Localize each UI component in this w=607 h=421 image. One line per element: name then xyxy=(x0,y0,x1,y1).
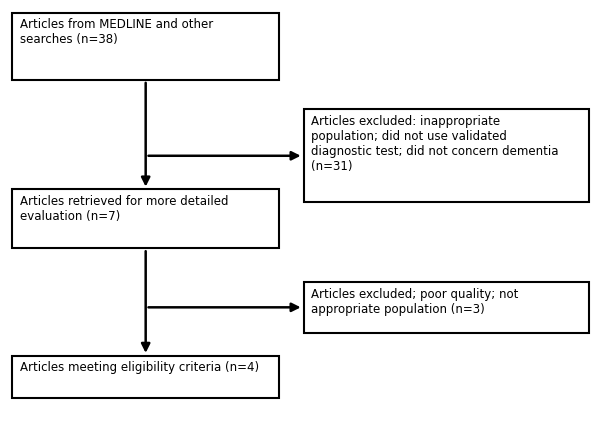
FancyBboxPatch shape xyxy=(304,109,589,202)
Text: Articles retrieved for more detailed
evaluation (n=7): Articles retrieved for more detailed eva… xyxy=(20,195,228,223)
Text: Articles excluded; poor quality; not
appropriate population (n=3): Articles excluded; poor quality; not app… xyxy=(311,288,519,316)
Text: Articles meeting eligibility criteria (n=4): Articles meeting eligibility criteria (n… xyxy=(20,361,259,374)
FancyBboxPatch shape xyxy=(12,356,279,398)
FancyBboxPatch shape xyxy=(304,282,589,333)
FancyBboxPatch shape xyxy=(12,189,279,248)
FancyBboxPatch shape xyxy=(12,13,279,80)
Text: Articles from MEDLINE and other
searches (n=38): Articles from MEDLINE and other searches… xyxy=(20,18,213,46)
Text: Articles excluded: inappropriate
population; did not use validated
diagnostic te: Articles excluded: inappropriate populat… xyxy=(311,115,559,173)
